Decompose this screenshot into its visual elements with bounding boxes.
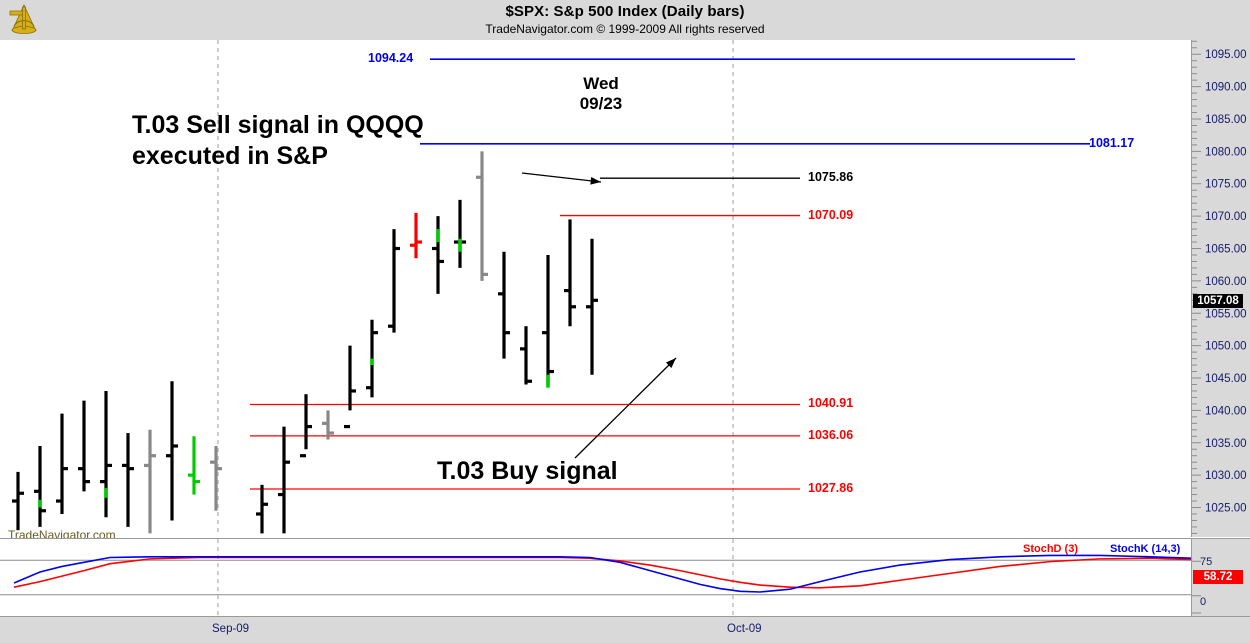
ohlc-bar — [366, 319, 378, 398]
ohlc-bar — [78, 400, 90, 492]
stoch-current-badge: 58.72 — [1193, 570, 1243, 584]
price-axis: 1095.00 1090.00 1085.00 1080.00 1075.00 1070.… — [1192, 40, 1250, 537]
ohlc-bar — [454, 199, 466, 268]
chart-subtitle: TradeNavigator.com © 1999-2009 All right… — [485, 22, 765, 36]
svg-text:1050.00: 1050.00 — [1205, 341, 1247, 353]
stochastic-pane[interactable] — [0, 538, 1192, 616]
svg-text:1025.00: 1025.00 — [1205, 503, 1247, 515]
level-label-1036: 1036.06 — [808, 427, 854, 442]
svg-text:1040.00: 1040.00 — [1205, 405, 1247, 417]
ohlc-bar — [542, 254, 554, 388]
svg-text:1060.00: 1060.00 — [1205, 276, 1247, 288]
ohlc-bar — [388, 229, 400, 333]
chart-title: $SPX: S&p 500 Index (Daily bars) — [505, 3, 745, 20]
svg-text:1070.00: 1070.00 — [1205, 211, 1247, 223]
level-label-1081: 1081.17 — [1089, 135, 1135, 150]
annotation-arrow — [574, 357, 677, 459]
ohlc-bar — [300, 394, 312, 458]
level-label-1070: 1070.09 — [808, 207, 854, 222]
price-plot — [12, 40, 1090, 536]
stoch-d-legend: StochD (3) — [1023, 543, 1078, 555]
ohlc-bar — [278, 426, 290, 534]
ohlc-bar — [432, 216, 444, 294]
sell-annotation-line2: executed in S&P — [132, 142, 328, 170]
ohlc-bar — [322, 410, 334, 440]
level-label-1040: 1040.91 — [808, 396, 854, 411]
ohlc-bar — [100, 390, 112, 518]
stoch-axis-label-0: 0 — [1200, 596, 1207, 608]
level-label-1027: 1027.86 — [808, 480, 854, 495]
buy-annotation: T.03 Buy signal — [437, 457, 618, 485]
ohlc-bar — [188, 436, 200, 495]
ohlc-bar — [564, 219, 576, 327]
annotation-arrow — [521, 172, 602, 185]
svg-text:1055.00: 1055.00 — [1205, 308, 1247, 320]
svg-text:1085.00: 1085.00 — [1205, 114, 1247, 126]
sell-annotation-line1: T.03 Sell signal in QQQQ — [132, 111, 424, 139]
ohlc-bar — [210, 445, 222, 511]
ohlc-bar — [144, 429, 156, 534]
stoch-k-legend: StochK (14,3) — [1110, 543, 1181, 555]
ohlc-bar — [12, 471, 24, 531]
stoch-axis-label-75: 75 — [1200, 556, 1213, 568]
ohlc-bar — [166, 381, 178, 521]
svg-text:1045.00: 1045.00 — [1205, 373, 1247, 385]
ohlc-bar — [586, 238, 598, 375]
ohlc-bar — [256, 484, 268, 534]
price-current-badge: 1057.08 — [1193, 294, 1243, 308]
svg-text:1095.00: 1095.00 — [1205, 49, 1247, 61]
svg-text:1090.00: 1090.00 — [1205, 82, 1247, 94]
svg-text:1065.00: 1065.00 — [1205, 244, 1247, 256]
ohlc-bar — [498, 251, 510, 359]
svg-text:1075.00: 1075.00 — [1205, 179, 1247, 191]
x-axis-label-oct: Oct-09 — [727, 623, 762, 635]
ohlc-bar — [122, 433, 134, 527]
stochastic-plot — [0, 539, 1192, 616]
ohlc-bar — [476, 151, 488, 281]
price-pane[interactable]: TradeNavigator.com — [0, 40, 1192, 542]
x-axis: Sep-09 Oct-09 — [0, 616, 1250, 643]
svg-text:1035.00: 1035.00 — [1205, 438, 1247, 450]
wed-annotation-line1: Wed — [583, 74, 619, 93]
level-label-1094: 1094.24 — [368, 51, 414, 66]
ohlc-bar — [344, 345, 356, 429]
svg-text:1080.00: 1080.00 — [1205, 146, 1247, 158]
ohlc-bar — [34, 445, 46, 527]
ohlc-bar — [520, 326, 532, 385]
x-axis-label-sep: Sep-09 — [212, 623, 250, 635]
ohlc-bar — [56, 413, 68, 514]
chart-header: $SPX: S&p 500 Index (Daily bars) TradeNa… — [0, 0, 1250, 40]
svg-text:1030.00: 1030.00 — [1205, 470, 1247, 482]
ohlc-bar — [410, 212, 422, 259]
level-label-1075: 1075.86 — [808, 170, 854, 185]
wed-annotation-line2: 09/23 — [579, 94, 623, 113]
sextant-navigator-logo-icon — [9, 4, 37, 34]
